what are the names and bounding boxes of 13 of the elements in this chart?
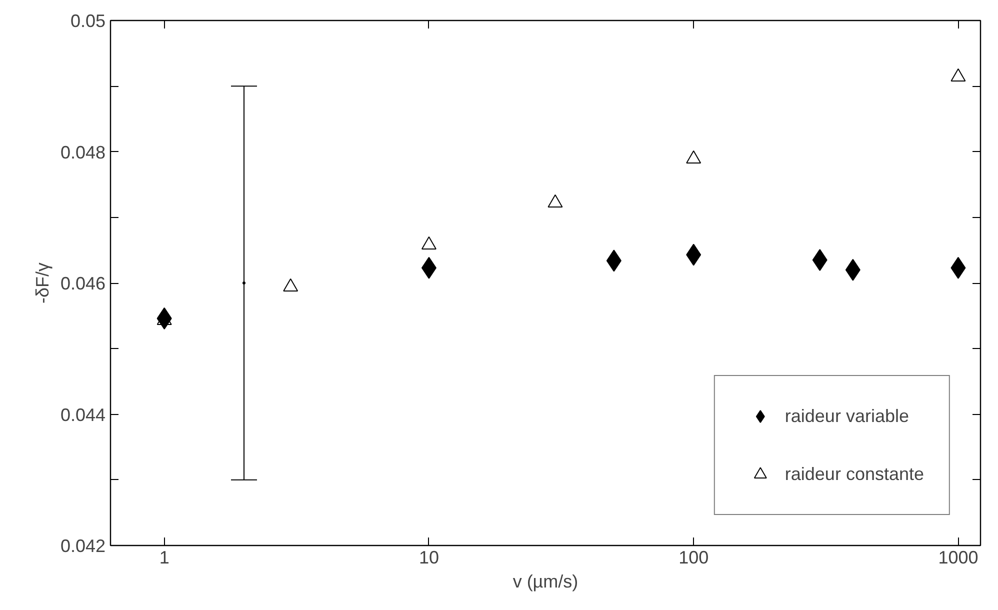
- legend-label: raideur constante: [784, 464, 924, 484]
- x-tick-label: 1: [159, 548, 170, 568]
- x-axis-title: v (µm/s): [512, 572, 578, 592]
- x-tick-label: 100: [678, 548, 709, 568]
- y-tick-label: 0.044: [60, 404, 106, 425]
- x-tick-label: 1000: [938, 548, 978, 568]
- y-tick-label: 0.048: [60, 142, 106, 162]
- y-axis-title: -δF/γ: [32, 262, 52, 304]
- y-tick-label: 0.042: [60, 536, 106, 556]
- y-tick-label: 0.05: [70, 11, 106, 31]
- x-tick-label: 10: [418, 548, 439, 568]
- y-tick-label: 0.046: [60, 274, 106, 294]
- legend-label: raideur variable: [784, 406, 909, 426]
